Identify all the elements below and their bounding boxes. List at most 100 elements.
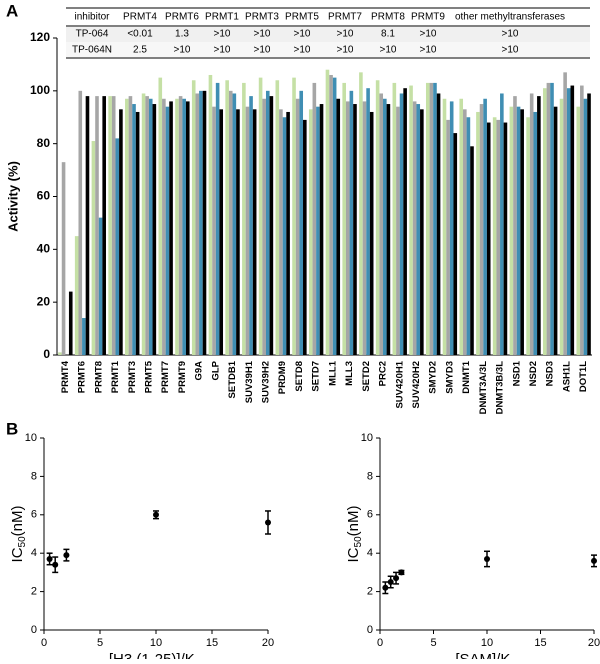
table-cell: >10 [294, 29, 311, 40]
x-tick-label: SUV420H1 [394, 360, 405, 408]
x-tick-label: NSD2 [528, 361, 539, 386]
table-cell: <0.01 [127, 29, 153, 40]
table-cell: >10 [254, 45, 271, 56]
y-axis-label: IC50(nM) [9, 506, 28, 563]
table-header: PRMT4 [123, 12, 157, 23]
y-axis-label-part: (nM) [345, 506, 362, 537]
bar [526, 117, 530, 355]
y-axis-label-part: 50 [353, 536, 364, 548]
bar [366, 88, 370, 355]
bar [99, 218, 103, 355]
x-tick-label: PRDM9 [277, 361, 288, 394]
table-cell: >10 [254, 29, 271, 40]
table-header: PRMT9 [411, 12, 445, 23]
bar [253, 109, 257, 355]
bar [95, 96, 99, 355]
bar [554, 107, 558, 355]
y-tick-label: 0 [31, 624, 37, 636]
bar [584, 99, 588, 355]
bar [359, 72, 363, 355]
bar [279, 109, 283, 355]
bar [276, 80, 280, 355]
bar [342, 83, 346, 355]
panel-label: B [6, 419, 18, 438]
bar [493, 117, 497, 355]
bar [229, 91, 233, 355]
y-tick-label: 0 [367, 624, 373, 636]
bar [125, 99, 129, 355]
bar [209, 75, 213, 355]
point [52, 562, 58, 568]
bar [299, 91, 303, 355]
bar [459, 99, 463, 355]
bar [309, 109, 313, 355]
bar [517, 107, 521, 355]
bar [533, 112, 537, 355]
y-tick-label: 40 [37, 242, 51, 256]
x-tick-label: 20 [588, 637, 600, 649]
table-cell: >10 [420, 45, 437, 56]
bar [119, 109, 123, 355]
bar [409, 86, 413, 355]
x-tick-label: SUV420H2 [411, 361, 422, 409]
x-tick-label: SMYD2 [428, 361, 439, 394]
bar [571, 86, 575, 355]
bar [75, 236, 79, 355]
table-cell: >10 [214, 45, 231, 56]
bar [430, 83, 434, 355]
point [63, 552, 69, 558]
bar [580, 86, 584, 355]
table-cell: TP-064N [72, 45, 112, 56]
panel-label: A [6, 1, 18, 20]
bar [316, 107, 320, 355]
bar [203, 91, 207, 355]
x-tick-label: PRMT8 [93, 361, 104, 393]
bar [587, 93, 591, 355]
point [382, 585, 388, 591]
bar [520, 109, 524, 355]
point [153, 512, 159, 518]
x-tick-label: PRMT1 [110, 360, 121, 393]
bar [320, 104, 324, 355]
x-tick-label: SETD2 [361, 361, 372, 392]
y-axis-label-part: 50 [17, 536, 28, 548]
bar [376, 80, 380, 355]
bar [233, 93, 237, 355]
x-tick-label: ASH1L [561, 361, 572, 392]
x-tick-label: NSD1 [511, 360, 522, 386]
x-tick-label: PRC2 [378, 361, 389, 386]
bar [175, 99, 179, 355]
y-tick-label: 100 [30, 83, 50, 97]
bar [326, 70, 330, 355]
x-tick-label: PRMT5 [143, 360, 154, 393]
bar [153, 104, 157, 355]
x-tick-label: SUV39H1 [244, 360, 255, 403]
bar [225, 80, 229, 355]
bar [158, 78, 162, 355]
x-tick-label: SUV39H2 [261, 361, 272, 403]
bar [443, 99, 447, 355]
bar [132, 104, 136, 355]
bar [82, 318, 86, 355]
y-tick-label: 4 [31, 547, 37, 559]
bar [560, 99, 564, 355]
bar [433, 83, 437, 355]
table-cell: >10 [337, 45, 354, 56]
y-tick-label: 10 [361, 432, 373, 444]
y-tick-label: 10 [25, 432, 37, 444]
bar [249, 96, 253, 355]
point [398, 569, 404, 575]
bar [145, 96, 149, 355]
bar [470, 146, 474, 355]
bar [476, 112, 480, 355]
x-tick-label: MLL1 [327, 360, 338, 386]
bar [212, 107, 216, 355]
table-cell: >10 [337, 29, 354, 40]
table-cell: 1.3 [175, 29, 189, 40]
table-header: inhibitor [74, 12, 110, 23]
y-axis-label-part: (nM) [9, 506, 26, 537]
bar [149, 99, 153, 355]
x-tick-label: 0 [41, 637, 47, 649]
bar [196, 93, 200, 355]
y-axis-label: Activity (%) [5, 161, 20, 232]
